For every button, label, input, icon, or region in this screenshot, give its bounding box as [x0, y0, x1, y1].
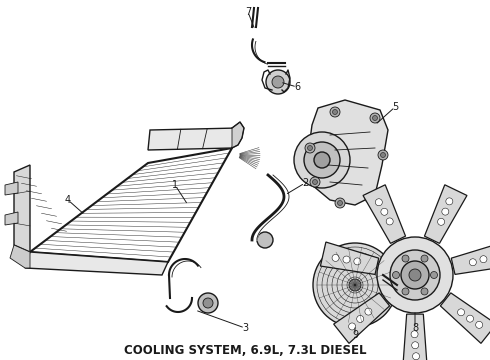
Circle shape: [310, 177, 320, 187]
Polygon shape: [232, 122, 244, 148]
Circle shape: [431, 271, 438, 279]
Text: 3: 3: [242, 323, 248, 333]
Polygon shape: [25, 252, 168, 275]
Polygon shape: [5, 182, 18, 195]
Circle shape: [354, 258, 361, 265]
Circle shape: [392, 271, 399, 279]
Circle shape: [381, 208, 388, 215]
Polygon shape: [451, 242, 490, 274]
Text: 7: 7: [245, 7, 251, 17]
Polygon shape: [148, 128, 238, 150]
Circle shape: [348, 323, 356, 330]
Circle shape: [401, 261, 429, 289]
Circle shape: [313, 243, 397, 327]
Polygon shape: [320, 242, 379, 274]
Circle shape: [421, 288, 428, 295]
Circle shape: [372, 116, 377, 121]
Polygon shape: [308, 100, 388, 205]
Circle shape: [386, 218, 393, 225]
Circle shape: [343, 256, 350, 263]
Circle shape: [365, 308, 372, 315]
Polygon shape: [403, 314, 427, 360]
Polygon shape: [441, 293, 490, 343]
Circle shape: [349, 279, 361, 291]
Circle shape: [368, 195, 372, 201]
Circle shape: [480, 256, 487, 263]
Circle shape: [198, 293, 218, 313]
Text: 9: 9: [352, 330, 358, 340]
Circle shape: [411, 331, 418, 338]
Circle shape: [377, 237, 453, 313]
Circle shape: [257, 232, 273, 248]
Text: 8: 8: [412, 323, 418, 333]
Circle shape: [357, 315, 364, 323]
Text: 5: 5: [392, 102, 398, 112]
Circle shape: [442, 208, 449, 215]
Polygon shape: [14, 165, 30, 252]
Circle shape: [381, 153, 386, 158]
Circle shape: [413, 353, 419, 360]
Circle shape: [412, 342, 418, 349]
Circle shape: [375, 199, 382, 206]
Polygon shape: [424, 185, 467, 243]
Circle shape: [476, 321, 483, 328]
Circle shape: [458, 309, 465, 316]
Circle shape: [294, 132, 350, 188]
Circle shape: [390, 250, 440, 300]
Polygon shape: [5, 212, 18, 225]
Circle shape: [332, 255, 339, 261]
Circle shape: [333, 109, 338, 114]
Polygon shape: [363, 185, 406, 243]
Circle shape: [370, 113, 380, 123]
Circle shape: [421, 255, 428, 262]
Circle shape: [305, 143, 315, 153]
Circle shape: [378, 150, 388, 160]
Circle shape: [402, 255, 409, 262]
Circle shape: [272, 76, 284, 88]
Circle shape: [365, 193, 375, 203]
Circle shape: [203, 298, 213, 308]
Text: 4: 4: [65, 195, 71, 205]
Circle shape: [308, 145, 313, 150]
Circle shape: [313, 180, 318, 184]
Text: 6: 6: [294, 82, 300, 92]
Circle shape: [266, 70, 290, 94]
Text: 1: 1: [172, 180, 178, 190]
Circle shape: [438, 218, 444, 225]
Circle shape: [330, 107, 340, 117]
Circle shape: [304, 142, 340, 178]
Circle shape: [409, 269, 421, 281]
Text: COOLING SYSTEM, 6.9L, 7.3L DIESEL: COOLING SYSTEM, 6.9L, 7.3L DIESEL: [124, 343, 366, 356]
Circle shape: [466, 315, 473, 322]
Circle shape: [446, 198, 453, 205]
Polygon shape: [10, 245, 30, 268]
Circle shape: [335, 198, 345, 208]
Text: 2: 2: [302, 178, 308, 188]
Circle shape: [314, 152, 330, 168]
Circle shape: [338, 201, 343, 206]
Circle shape: [402, 288, 409, 295]
Circle shape: [469, 259, 476, 266]
Polygon shape: [334, 293, 390, 343]
